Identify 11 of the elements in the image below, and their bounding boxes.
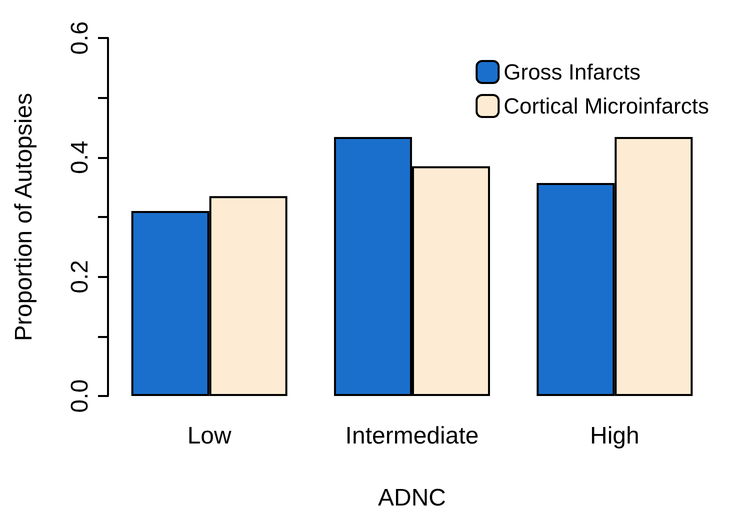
y-axis-title: Proportion of Autopsies <box>10 92 38 342</box>
legend-label: Cortical Microinfarcts <box>504 94 710 118</box>
x-tick-label: Intermediate <box>345 422 479 450</box>
y-tick-label: 0.4 <box>66 140 94 174</box>
x-tick-label: Low <box>187 422 232 450</box>
legend-label: Gross Infarcts <box>504 60 641 84</box>
x-tick-label: High <box>590 422 640 450</box>
y-tick-label: 0.6 <box>66 21 94 55</box>
y-tick-label: 0.2 <box>66 260 94 294</box>
x-axis-title: ADNC <box>378 484 446 512</box>
y-tick-label: 0.0 <box>66 379 94 413</box>
